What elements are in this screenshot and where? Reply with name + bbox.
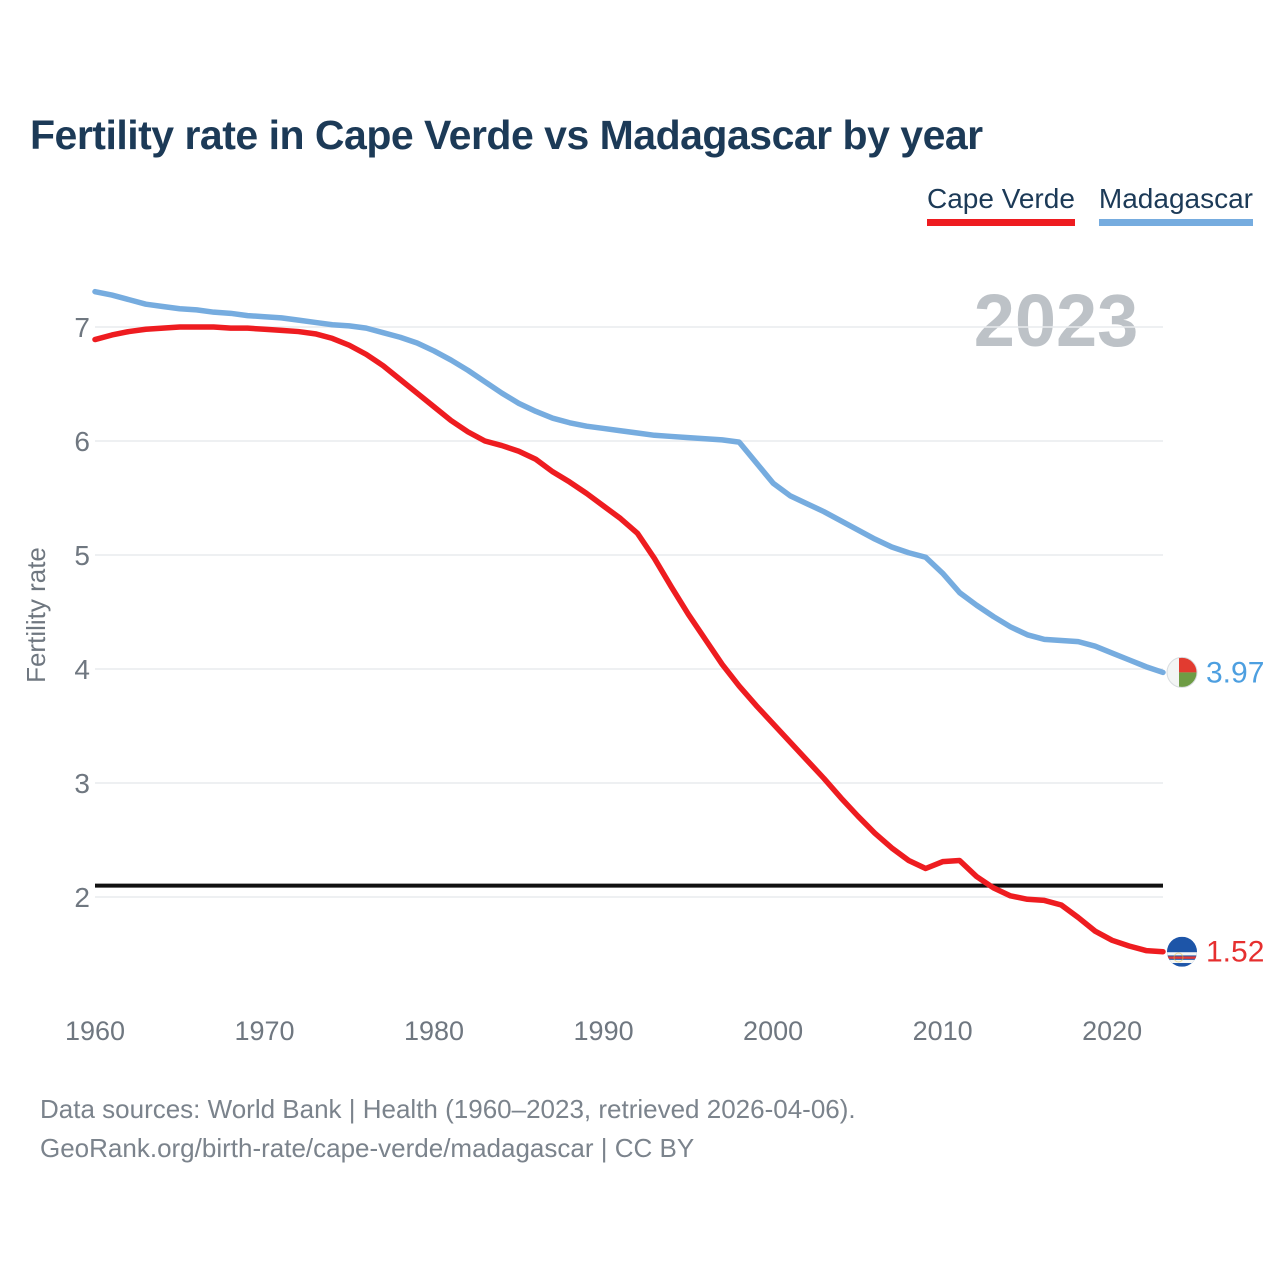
axis-ticks: 2 3 4 5 6 7 1960 1970 1980 1990 2000 2010 2020 [65, 312, 1142, 1046]
x-tick-label: 1970 [234, 1016, 294, 1046]
page-title: Fertility rate in Cape Verde vs Madagasc… [30, 112, 983, 158]
data-series [92, 288, 1166, 955]
y-axis-title: Fertility rate [21, 547, 51, 683]
y-tick-label: 3 [74, 768, 90, 799]
legend-item-cape-verde[interactable]: Cape Verde [927, 183, 1075, 226]
y-tick-label: 5 [74, 540, 90, 571]
madagascar-end-value: 3.97 [1206, 656, 1264, 689]
madagascar-flag-icon [1166, 656, 1198, 688]
x-tick-label: 2020 [1082, 1016, 1142, 1046]
source-note: Data sources: World Bank | Health (1960–… [40, 1090, 856, 1168]
legend-label-cape-verde: Cape Verde [927, 183, 1075, 214]
gridlines [95, 326, 1163, 898]
x-tick-label: 2000 [743, 1016, 803, 1046]
series-line-madagascar [92, 288, 1166, 676]
x-tick-label: 2010 [913, 1016, 973, 1046]
watermark-year: 2023 [974, 279, 1139, 362]
cape-verde-end-value: 1.52 [1206, 936, 1264, 969]
y-tick-label: 7 [74, 312, 90, 343]
legend-label-madagascar: Madagascar [1098, 183, 1253, 214]
cape-verde-flag-icon [1167, 936, 1197, 967]
source-line-1: Data sources: World Bank | Health (1960–… [40, 1094, 856, 1124]
x-tick-label: 1990 [574, 1016, 634, 1046]
x-tick-label: 1980 [404, 1016, 464, 1046]
series-line-cape-verde [92, 324, 1166, 955]
y-tick-label: 4 [74, 654, 90, 685]
legend-swatch-madagascar [1098, 219, 1253, 226]
source-line-2: GeoRank.org/birth-rate/cape-verde/madaga… [40, 1133, 695, 1163]
x-tick-label: 1960 [65, 1016, 125, 1046]
legend: Cape Verde Madagascar [927, 183, 1253, 226]
legend-item-madagascar[interactable]: Madagascar [1098, 183, 1253, 226]
legend-swatch-cape-verde [927, 219, 1075, 226]
y-tick-label: 2 [74, 882, 90, 913]
y-tick-label: 6 [74, 426, 90, 457]
